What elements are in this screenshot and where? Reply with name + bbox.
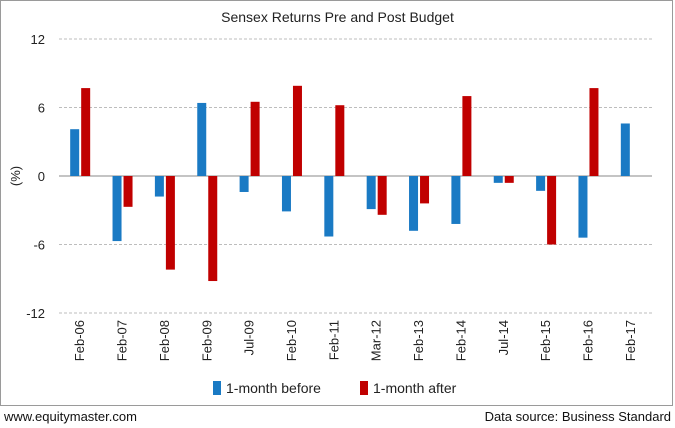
- bar-after: [589, 88, 599, 176]
- bar-after: [462, 96, 472, 176]
- bar-before: [451, 176, 461, 224]
- x-tick-label: Feb-06: [72, 320, 87, 361]
- x-tick-label: Feb-08: [157, 320, 172, 361]
- bar-after: [250, 101, 260, 176]
- chart-title: Sensex Returns Pre and Post Budget: [221, 9, 454, 25]
- legend-swatch-before: [213, 381, 221, 395]
- x-tick-label: Feb-11: [326, 320, 341, 360]
- bar-after: [547, 176, 557, 245]
- x-tick-label: Feb-14: [453, 320, 468, 361]
- bar-before: [239, 176, 249, 192]
- bar-after: [504, 176, 514, 183]
- legend-swatch-after: [360, 381, 368, 395]
- bar-after: [81, 88, 91, 176]
- bar-after: [123, 176, 133, 207]
- bar-before: [366, 176, 376, 210]
- x-tick-label: Jul-14: [496, 320, 511, 355]
- website-label[interactable]: www.equitymaster.com: [4, 409, 137, 424]
- x-tick-label: Jul-09: [242, 320, 257, 355]
- bar-before: [409, 176, 419, 231]
- bar-after: [292, 85, 302, 176]
- legend-label: 1-month after: [373, 380, 457, 396]
- y-tick-label: 6: [38, 101, 45, 116]
- x-tick-label: Feb-13: [411, 320, 426, 361]
- bar-before: [70, 129, 80, 176]
- bar-after: [420, 176, 430, 204]
- x-tick-label: Feb-07: [115, 320, 130, 361]
- y-axis-label: (%): [8, 166, 23, 186]
- bar-chart: 12 6 0 -6 -12 (%) Feb-06 Feb-07 Feb-08 Feb-09 Jul-…: [8, 32, 652, 396]
- y-tick-label: -12: [26, 306, 45, 321]
- bar-before: [578, 176, 588, 238]
- x-tick-label: Feb-10: [284, 320, 299, 361]
- x-tick-label: Feb-17: [623, 320, 638, 361]
- bar-before: [620, 123, 630, 176]
- bar-before: [197, 102, 207, 176]
- bar-after: [335, 105, 345, 176]
- x-tick-label: Feb-09: [199, 320, 214, 361]
- bar-after: [377, 176, 387, 215]
- bar-before: [536, 176, 546, 191]
- bar-before: [281, 176, 291, 212]
- legend-label: 1-month before: [226, 380, 321, 396]
- y-tick-label: -6: [33, 238, 45, 253]
- x-tick-label: Feb-16: [580, 320, 595, 361]
- bar-before: [154, 176, 164, 197]
- bar-before: [324, 176, 334, 237]
- bar-before: [493, 176, 503, 183]
- chart-frame: [0, 0, 673, 406]
- y-tick-label: 12: [31, 32, 45, 47]
- x-tick-label: Mar-12: [369, 320, 384, 361]
- bar-after: [165, 176, 175, 270]
- bar-after: [208, 176, 218, 282]
- x-tick-label: Feb-15: [538, 320, 553, 361]
- y-tick-label: 0: [38, 169, 45, 184]
- data-source-label: Data source: Business Standard: [484, 409, 671, 424]
- bar-before: [112, 176, 122, 242]
